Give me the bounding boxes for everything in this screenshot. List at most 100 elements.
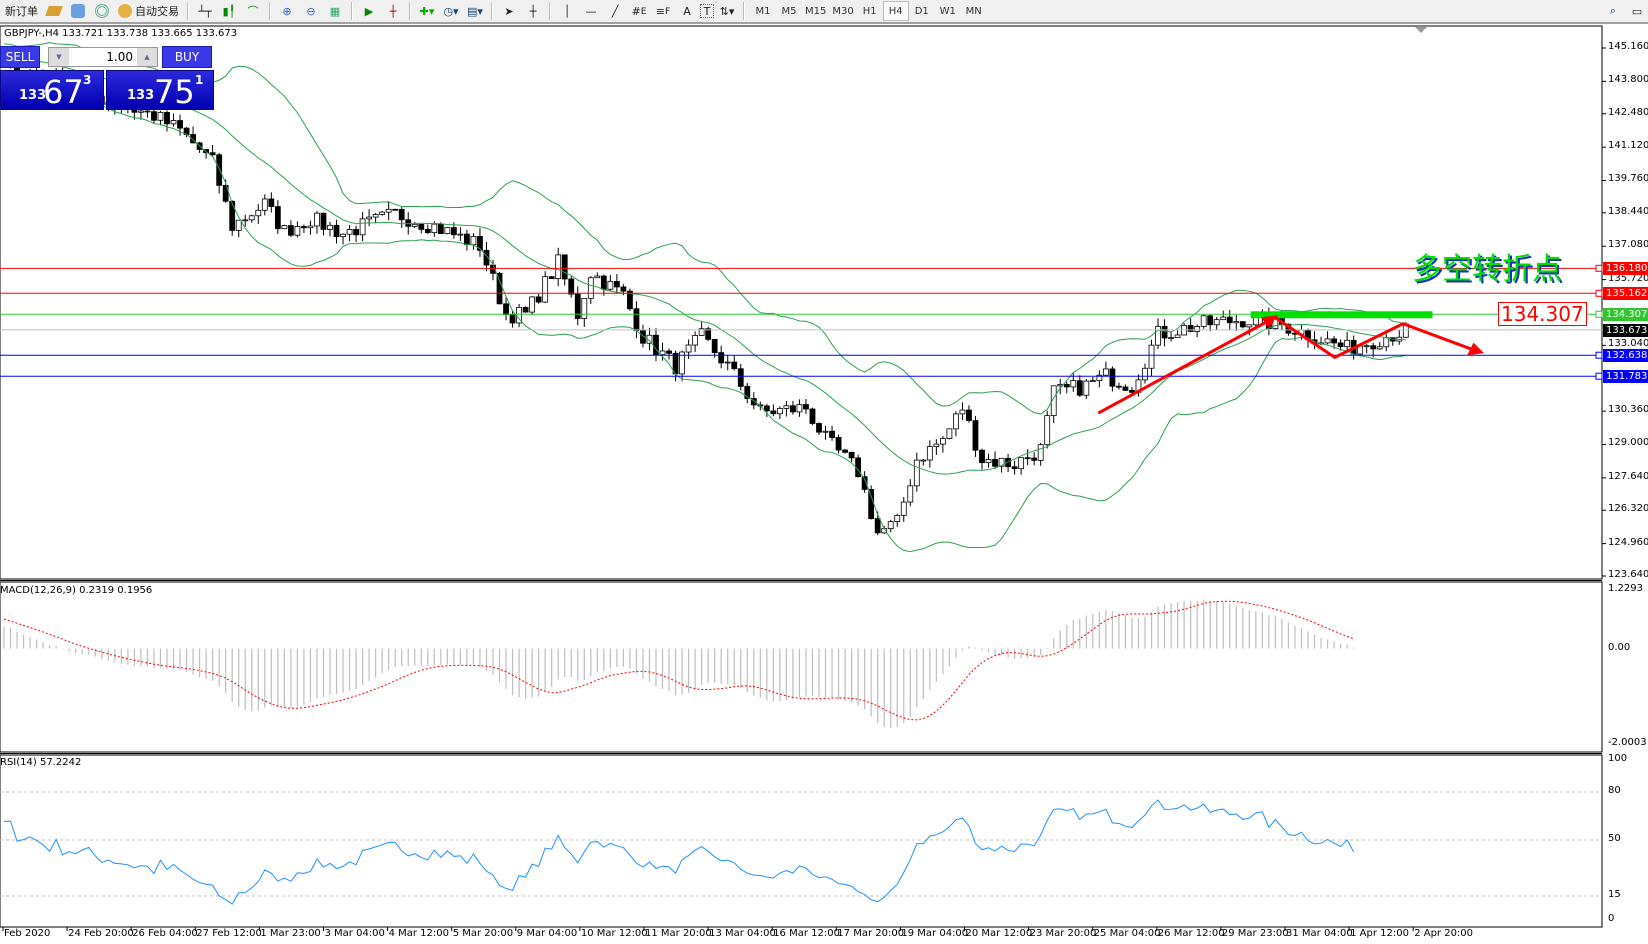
time-axis-label: 9 Mar 04:00: [516, 928, 578, 939]
candle-bull: [581, 297, 588, 319]
price-level-tag[interactable]: 136.180: [1603, 262, 1648, 276]
price-level-tag[interactable]: 134.307: [1603, 308, 1648, 322]
auto-trading-button[interactable]: 自动交易: [115, 1, 182, 21]
lot-size-stepper[interactable]: ▼ 1.00 ▲: [48, 47, 158, 67]
timeframe-d1[interactable]: D1: [914, 5, 929, 17]
text-label-icon[interactable]: T: [700, 4, 714, 18]
main-chart-frame: [0, 25, 1603, 580]
time-axis-label: 20 Mar 12:00: [965, 928, 1033, 939]
cursor-icon[interactable]: ➤: [504, 4, 514, 18]
time-axis-label: 26 Feb 04:00: [132, 928, 198, 939]
candle-bear: [763, 405, 770, 412]
fibo-channel-icon[interactable]: # E: [631, 4, 647, 18]
vertical-line-icon[interactable]: │: [563, 4, 571, 18]
zoom-in-icon[interactable]: ⊕: [282, 4, 292, 18]
signals-icon[interactable]: [91, 1, 113, 21]
crosshair-icon[interactable]: ┼: [529, 4, 537, 18]
buy-price-prefix: 133: [127, 88, 155, 103]
time-axis-label: 19 Mar 04:00: [901, 928, 969, 939]
sell-price-prefix: 133: [19, 88, 47, 103]
candle-bull: [372, 214, 379, 218]
periods-icon[interactable]: ◷▾: [443, 4, 459, 18]
timeframe-h1[interactable]: H1: [862, 5, 877, 17]
candle-bear: [992, 459, 998, 467]
candle-bull: [926, 446, 933, 461]
horizontal-line-icon[interactable]: —: [585, 4, 597, 18]
candle-bear: [177, 120, 183, 129]
lot-size-input[interactable]: 1.00: [106, 50, 133, 64]
templates-icon[interactable]: ▤▾: [467, 4, 483, 18]
search-icon[interactable]: ⌕: [1609, 4, 1617, 17]
timeframe-m5[interactable]: M5: [781, 5, 797, 17]
time-axis-label: 17 Mar 20:00: [837, 928, 905, 939]
new-order-button[interactable]: 新订单: [2, 1, 41, 21]
trendline-icon[interactable]: ╱: [611, 4, 619, 18]
auto-scroll-icon[interactable]: ▶: [364, 4, 374, 18]
level-handle: [1595, 310, 1603, 318]
sell-price-box[interactable]: 133 67 3: [0, 70, 104, 110]
candle-bear: [398, 208, 405, 221]
lot-increase-button[interactable]: ▲: [137, 48, 157, 66]
time-axis-label: 10 Mar 12:00: [580, 928, 648, 939]
terminal-icon[interactable]: [67, 1, 89, 21]
timeframe-m1[interactable]: M1: [755, 5, 771, 17]
line-chart-icon[interactable]: ⌒: [247, 5, 259, 18]
candle-bull: [431, 223, 438, 234]
candle-bear: [222, 184, 229, 202]
candle-bear: [1129, 389, 1135, 393]
annotation-price-label: 134.307: [1498, 302, 1587, 326]
timeframe-m15[interactable]: M15: [805, 5, 827, 17]
candle-bear: [353, 229, 359, 236]
price-level-tag[interactable]: 132.638: [1603, 349, 1648, 363]
candle-bear: [574, 293, 581, 319]
price-level-tag[interactable]: 131.783: [1603, 370, 1648, 384]
buy-button[interactable]: BUY: [162, 46, 212, 68]
bar-chart-icon[interactable]: ┴┬: [198, 4, 212, 18]
arrows-icon[interactable]: ⇅▾: [719, 4, 735, 18]
candle-bull: [724, 361, 731, 364]
text-tool-icon[interactable]: A: [683, 4, 691, 18]
candle-bear: [190, 134, 196, 144]
fibo-retracement-icon[interactable]: ≡ F: [655, 4, 671, 18]
timeframe-w1[interactable]: W1: [939, 5, 956, 17]
tile-windows-icon[interactable]: ▦: [329, 4, 341, 18]
lot-decrease-button[interactable]: ▼: [49, 48, 69, 66]
candles: [1, 52, 1409, 536]
candle-bull: [1213, 319, 1220, 326]
price-level-tag[interactable]: 135.162: [1603, 287, 1648, 301]
chat-icon[interactable]: ▭: [1631, 4, 1643, 18]
price-level-tag[interactable]: 133.673: [1603, 323, 1648, 337]
candle-bear: [1109, 368, 1116, 387]
buy-price-box[interactable]: 133 75 1: [106, 70, 214, 110]
level-handle: [1595, 264, 1603, 272]
time-axis-label: 1 Apr 12:00: [1350, 928, 1409, 939]
chart-shift-icon[interactable]: ┼: [389, 4, 397, 18]
price-axis-label: 130.360: [1608, 404, 1648, 416]
candle-bull: [1363, 345, 1370, 348]
sell-button[interactable]: SELL: [0, 46, 40, 68]
time-axis-label: 27 Feb 12:00: [196, 928, 262, 939]
timeframe-h4[interactable]: H4: [882, 1, 909, 21]
candle-bear: [144, 110, 151, 113]
bollinger-lower: [3, 73, 1406, 553]
indicators-icon[interactable]: ✚▾: [419, 4, 435, 18]
symbol-info: GBPJPY-,H4 133.721 133.738 133.665 133.6…: [4, 28, 238, 39]
candlestick-chart-icon[interactable]: ▮╿: [222, 4, 236, 18]
candle-bear: [790, 405, 796, 413]
price-axis-label: 123.640: [1608, 568, 1648, 580]
sell-price-pips: 67: [43, 73, 84, 111]
rsi-axis-label: 100: [1608, 753, 1628, 764]
candle-bull: [698, 328, 705, 336]
price-axis-label: 142.480: [1608, 106, 1648, 118]
candle-bull: [939, 438, 946, 445]
timeframe-mn[interactable]: MN: [965, 5, 982, 17]
candle-bear: [966, 409, 972, 421]
price-axis-label: 143.800: [1608, 74, 1648, 86]
zoom-out-icon[interactable]: ⊖: [306, 4, 316, 18]
candle-bear: [600, 275, 607, 290]
candle-bear: [627, 290, 633, 310]
timeframe-m30[interactable]: M30: [832, 5, 854, 17]
candle-bear: [744, 385, 751, 399]
rsi-axis-label: 50: [1608, 833, 1621, 844]
